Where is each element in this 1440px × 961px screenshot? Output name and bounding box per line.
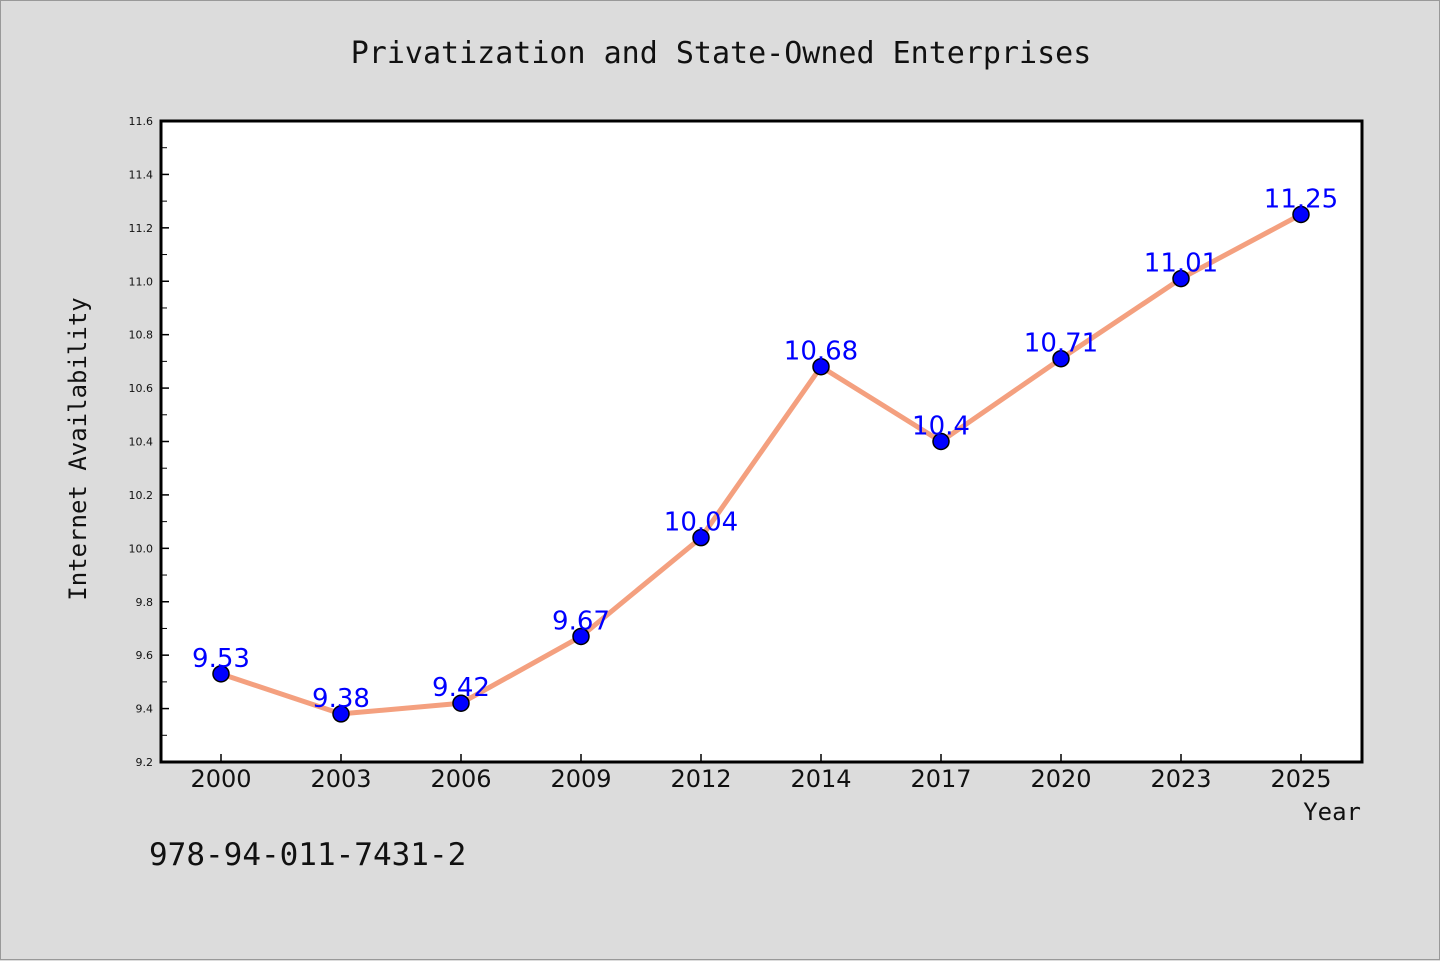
x-tick-label: 2012 — [670, 765, 731, 793]
y-tick-label: 10.6 — [129, 382, 154, 395]
x-tick-label: 2006 — [430, 765, 491, 793]
x-tick-label: 2023 — [1150, 765, 1211, 793]
data-point — [1172, 269, 1190, 288]
footer-code: 978-94-011-7431-2 — [149, 837, 466, 873]
data-point — [692, 528, 710, 547]
chart-title: Privatization and State-Owned Enterprise… — [351, 36, 1092, 71]
data-point — [212, 665, 230, 683]
data-label: 10.04 — [664, 508, 738, 538]
data-label: 11.25 — [1264, 184, 1338, 214]
y-tick-label: 11.2 — [129, 222, 154, 235]
x-tick-label: 2020 — [1030, 765, 1091, 793]
y-tick-label: 9.6 — [136, 649, 154, 662]
y-tick-label: 11.0 — [129, 275, 154, 288]
x-tick-label: 2003 — [310, 765, 371, 793]
data-label: 11.01 — [1144, 249, 1218, 279]
data-point — [452, 694, 470, 712]
axis-ticks: 9.2 9.4 9.6 9.8 10.0 10.2 10.4 10.6 10.8 11.0 11.2… — [129, 115, 1332, 793]
data-label: 10.71 — [1024, 329, 1098, 359]
data-label: 9.53 — [192, 644, 250, 674]
data-point — [932, 432, 950, 451]
y-tick-label: 10.2 — [129, 489, 154, 502]
data-point — [1292, 205, 1310, 224]
data-label: 10.4 — [912, 412, 970, 442]
data-point — [332, 705, 350, 723]
x-axis-label: Year — [1303, 798, 1361, 826]
plot-area — [161, 121, 1362, 762]
y-tick-label: 11.6 — [129, 115, 154, 128]
plot-frame — [159, 119, 1364, 764]
data-point — [1052, 349, 1070, 368]
y-tick-label: 11.4 — [129, 168, 154, 181]
data-label: 9.67 — [552, 606, 610, 636]
data-markers — [212, 205, 1310, 723]
y-tick-label: 9.4 — [136, 703, 154, 716]
x-tick-label: 2009 — [550, 765, 611, 793]
y-tick-label: 9.8 — [136, 596, 154, 609]
y-tick-label: 10.8 — [129, 329, 154, 342]
data-label: 9.38 — [312, 684, 370, 714]
y-tick-label: 9.2 — [136, 756, 154, 769]
y-axis-label: Internet Availability — [64, 297, 92, 600]
data-label: 10.68 — [784, 337, 858, 367]
y-tick-label: 10.0 — [129, 542, 154, 555]
x-tick-label: 2025 — [1270, 765, 1331, 793]
data-point — [812, 357, 830, 376]
data-labels: 9.53 9.38 9.42 9.67 10.04 10.68 10.4 10.71 11.01… — [192, 184, 1338, 713]
data-label: 9.42 — [432, 673, 490, 703]
x-tick-label: 2014 — [790, 765, 851, 793]
x-tick-label: 2000 — [190, 765, 251, 793]
y-tick-label: 10.4 — [129, 436, 154, 449]
data-point — [572, 627, 590, 646]
x-tick-label: 2017 — [910, 765, 971, 793]
series-line — [218, 211, 1304, 717]
